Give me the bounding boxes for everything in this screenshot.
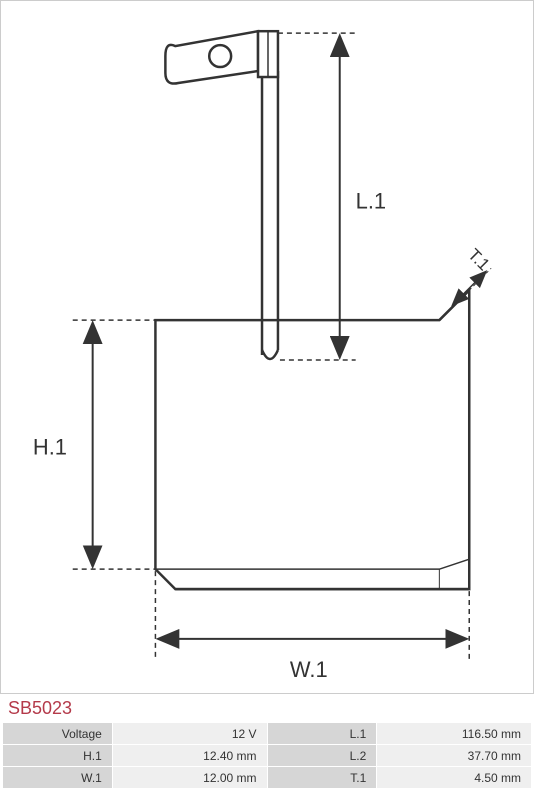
part-number-label: SB5023 (8, 698, 72, 719)
dim-T1: T.1 (439, 245, 493, 320)
dim-W1: W.1 (155, 571, 469, 682)
spec-label: L.1 (267, 723, 377, 745)
label-L1: L.1 (356, 189, 386, 214)
spec-table: Voltage 12 V L.1 116.50 mm H.1 12.40 mm … (2, 722, 532, 789)
spec-value: 37.70 mm (377, 745, 532, 767)
terminal-hole-icon (209, 45, 231, 67)
dim-L1: L.1 (278, 33, 386, 360)
spec-label: Voltage (3, 723, 113, 745)
brush-body (155, 290, 469, 589)
spec-value: 4.50 mm (377, 767, 532, 789)
spec-value: 116.50 mm (377, 723, 532, 745)
spec-value: 12.40 mm (112, 745, 267, 767)
table-row: H.1 12.40 mm L.2 37.70 mm (3, 745, 532, 767)
table-row: Voltage 12 V L.1 116.50 mm (3, 723, 532, 745)
dim-H1: H.1 (33, 320, 156, 569)
spec-value: 12 V (112, 723, 267, 745)
lead-wire (262, 71, 278, 359)
table-row: W.1 12.00 mm T.1 4.50 mm (3, 767, 532, 789)
spec-label: L.2 (267, 745, 377, 767)
label-W1: W.1 (290, 657, 328, 682)
spec-label: T.1 (267, 767, 377, 789)
terminal-connector (165, 31, 278, 83)
spec-label: H.1 (3, 745, 113, 767)
spec-value: 12.00 mm (112, 767, 267, 789)
label-H1: H.1 (33, 435, 67, 460)
label-T1: T.1 (464, 245, 493, 274)
diagram-container: L.1 H.1 W.1 T.1 (0, 0, 534, 694)
spec-label: W.1 (3, 767, 113, 789)
technical-drawing-svg: L.1 H.1 W.1 T.1 (1, 1, 533, 693)
